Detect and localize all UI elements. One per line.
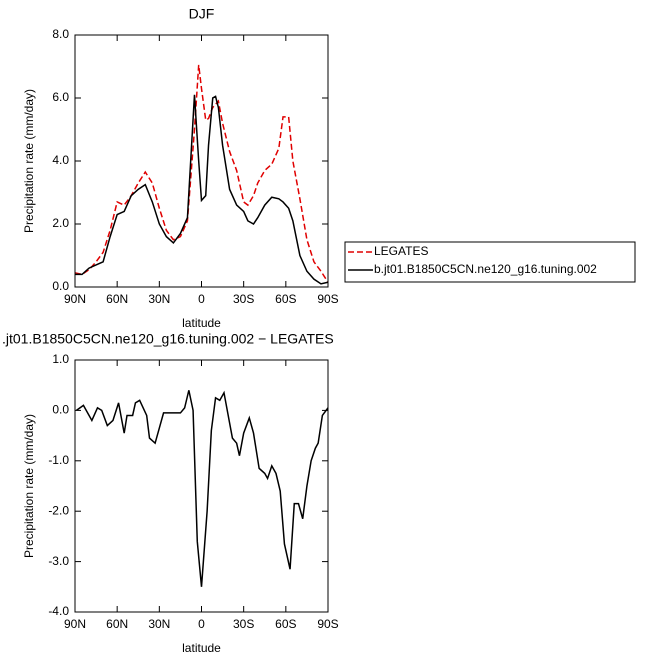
y-tick-label: 0.0	[52, 403, 69, 417]
y-tick-label: -2.0	[48, 503, 69, 517]
x-tick-label: 90S	[317, 292, 338, 306]
x-tick-label: 90N	[64, 617, 86, 631]
y-tick-label: 2.0	[52, 216, 69, 230]
x-tick-label: 60N	[106, 617, 128, 631]
x-tick-label: 90N	[64, 292, 86, 306]
x-axis-label: latitude	[182, 316, 221, 330]
y-tick-label: 4.0	[52, 153, 69, 167]
x-tick-label: 30N	[148, 617, 170, 631]
x-tick-label: 90S	[317, 617, 338, 631]
chart-title: DJF	[189, 6, 215, 22]
y-tick-label: 6.0	[52, 90, 69, 104]
x-tick-label: 0	[198, 292, 205, 306]
legend-label: LEGATES	[374, 244, 428, 258]
x-tick-label: 60N	[106, 292, 128, 306]
y-axis-label: Precipitation rate (mm/day)	[22, 89, 36, 233]
x-tick-label: 30S	[233, 617, 254, 631]
y-tick-label: -1.0	[48, 453, 69, 467]
plot-frame	[74, 359, 329, 613]
y-tick-label: 8.0	[52, 27, 69, 41]
y-tick-label: -4.0	[48, 604, 69, 618]
x-tick-label: 60S	[275, 617, 296, 631]
chart-title: .jt01.B1850C5CN.ne120_g16.tuning.002 − L…	[2, 331, 334, 347]
series-line	[75, 94, 329, 285]
y-tick-label: 1.0	[52, 352, 69, 366]
y-axis-label: Precipitation rate (mm/day)	[22, 414, 36, 558]
x-tick-label: 60S	[275, 292, 296, 306]
x-tick-label: 30S	[233, 292, 254, 306]
x-tick-label: 0	[198, 617, 205, 631]
legend-label: b.jt01.B1850C5CN.ne120_g16.tuning.002	[374, 262, 597, 276]
y-tick-label: 0.0	[52, 279, 69, 293]
series-line	[75, 390, 329, 587]
legend-box	[344, 241, 636, 283]
x-axis-label: latitude	[182, 641, 221, 655]
plot-frame	[74, 34, 329, 288]
y-tick-label: -3.0	[48, 554, 69, 568]
series-line	[74, 64, 329, 283]
x-tick-label: 30N	[148, 292, 170, 306]
